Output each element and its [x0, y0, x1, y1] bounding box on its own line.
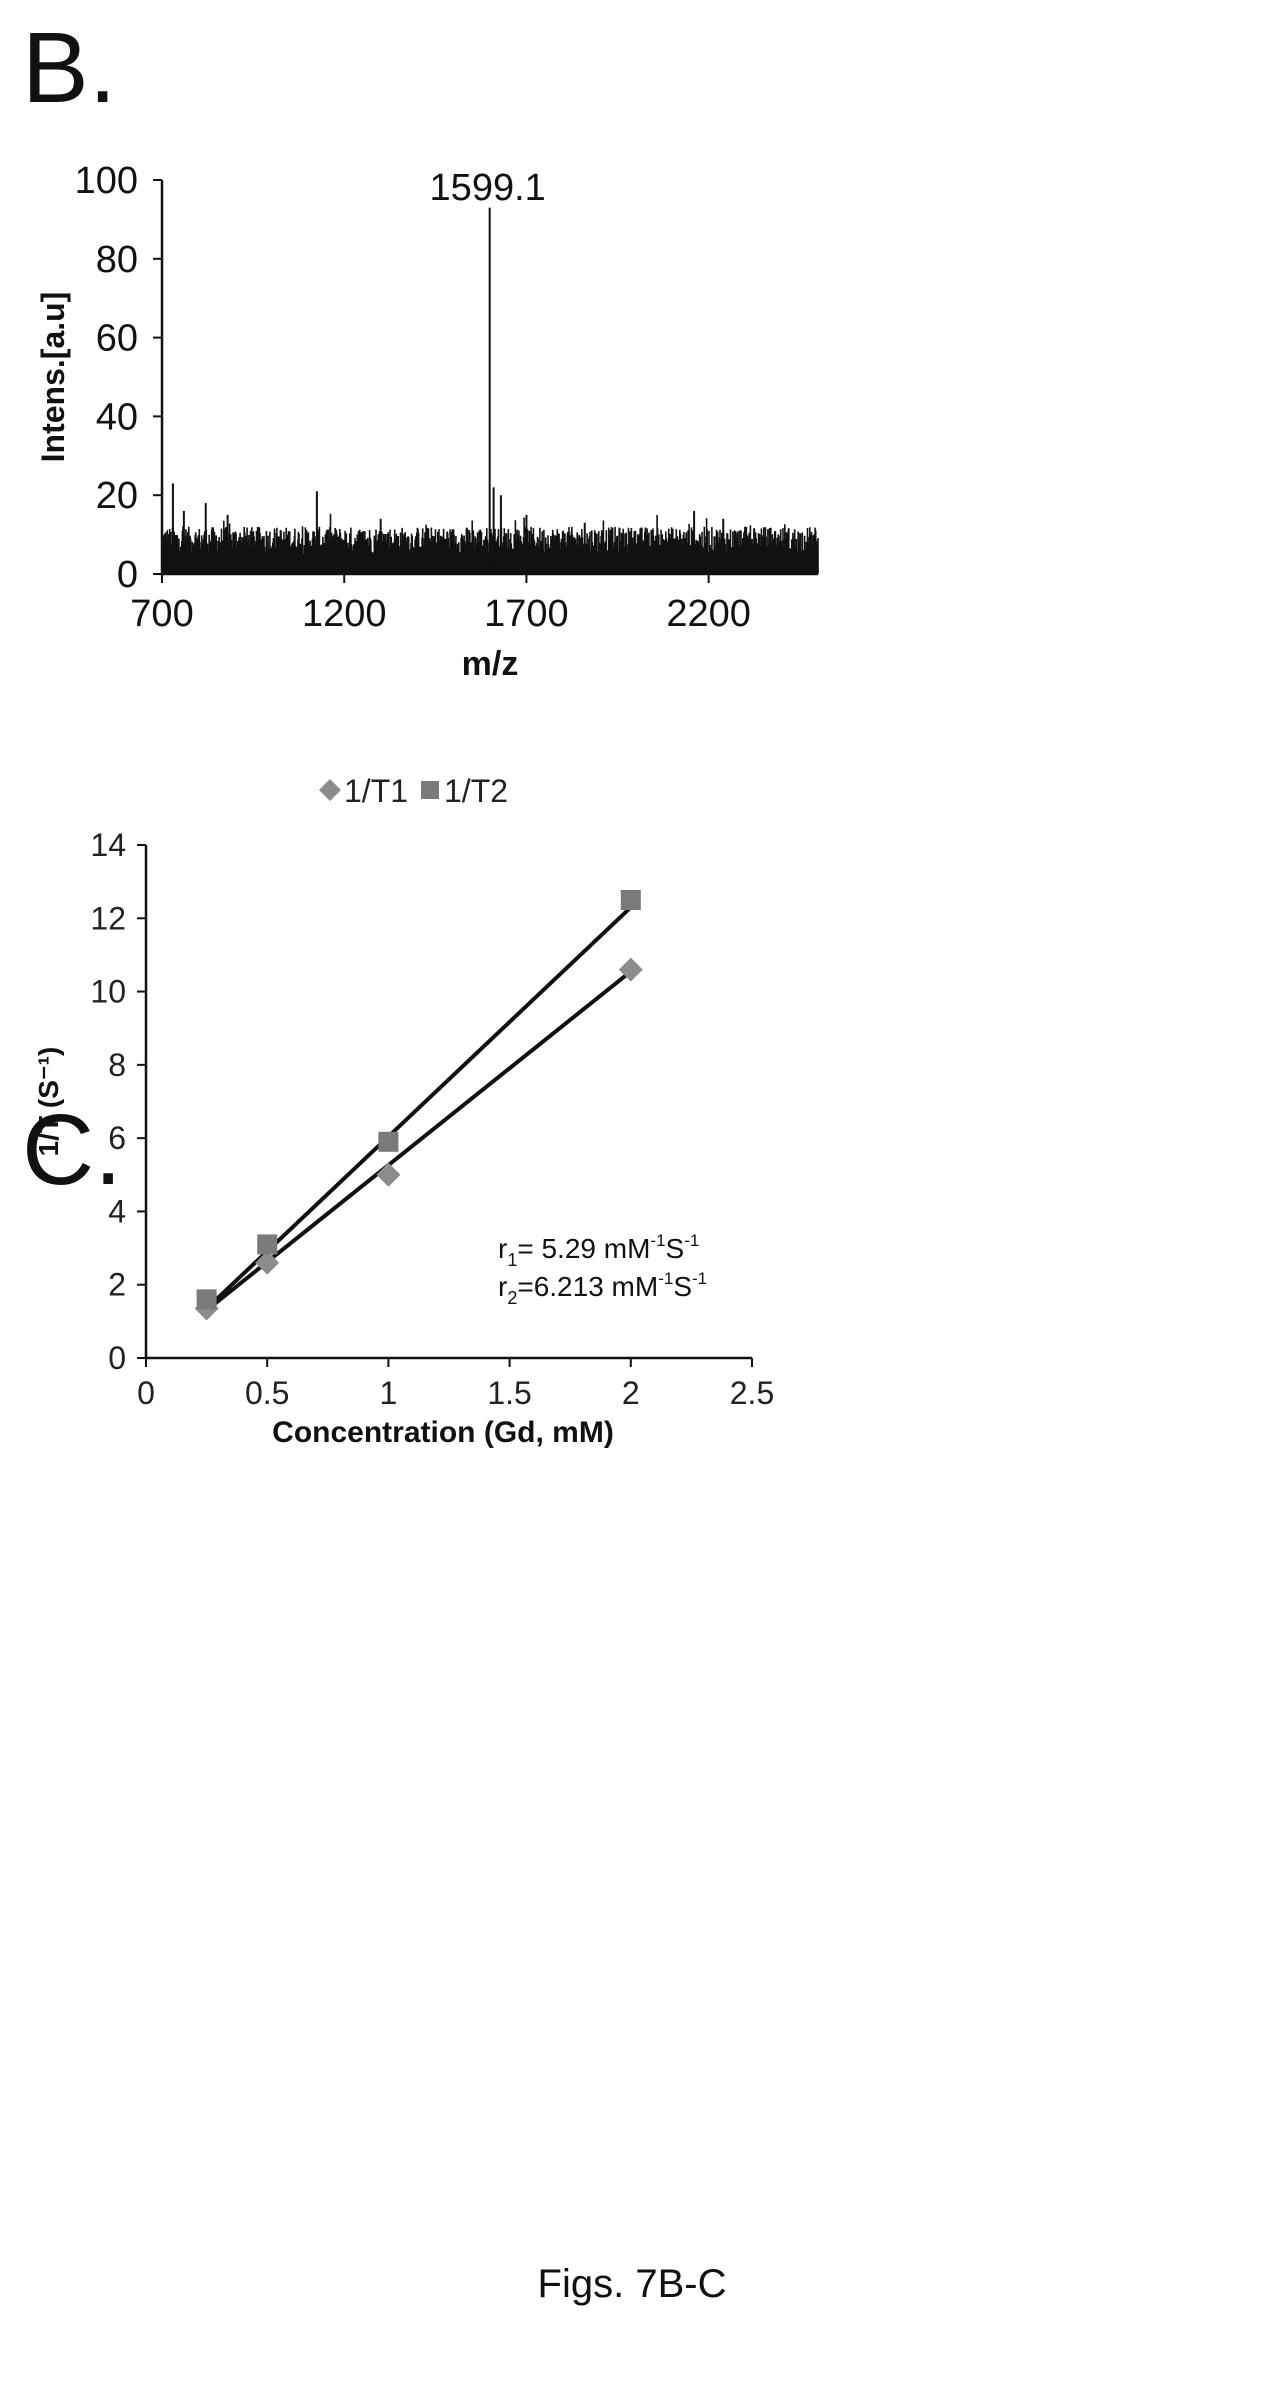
y-tick-label: 60 [96, 318, 138, 360]
relaxivity-annotation: r1= 5.29 mM-1S-1 [498, 1231, 699, 1270]
data-point-t2 [257, 1234, 278, 1255]
data-point-t2 [378, 1131, 399, 1152]
x-tick-label: 1 [380, 1375, 398, 1411]
mass-spectrum-chart: 0 20 40 60 80 100 700 1200 1700 2200 1599.1 m/z I… [35, 160, 819, 683]
x-tick-label: 1.5 [487, 1375, 531, 1411]
data-point-t1 [376, 1162, 401, 1187]
y-tick-label: 80 [96, 239, 138, 281]
x-tick-label: 1700 [484, 593, 569, 635]
y-tick-label: 2 [108, 1267, 126, 1303]
peak-label: 1599.1 [430, 167, 546, 209]
data-point-t1 [255, 1250, 280, 1275]
x-axis-title: Concentration (Gd, mM) [272, 1416, 614, 1449]
panel-label-b: B. [22, 12, 117, 124]
spectrum-ticks: 0 20 40 60 80 100 700 1200 1700 2200 [75, 160, 751, 635]
data-point-t2 [196, 1289, 217, 1310]
figure-caption: Figs. 7B-C [537, 2262, 727, 2306]
x-tick-label: 2200 [666, 593, 751, 635]
y-axis-title: Intens.[a.u] [35, 292, 71, 463]
y-tick-label: 0 [108, 1340, 126, 1376]
y-tick-label: 100 [75, 160, 138, 202]
x-tick-label: 0 [137, 1375, 155, 1411]
y-tick-label: 40 [96, 396, 138, 438]
relaxivity-annotations: r1= 5.29 mM-1S-1r2=6.213 mM-1S-1 [498, 1231, 707, 1308]
x-tick-label: 700 [130, 593, 193, 635]
x-tick-label: 2.5 [730, 1375, 774, 1411]
data-point-t1 [194, 1296, 219, 1321]
y-tick-label: 20 [96, 475, 138, 517]
spectrum-peaks [161, 207, 747, 574]
x-tick-label: 0.5 [245, 1375, 289, 1411]
y-tick-label: 0 [117, 554, 138, 596]
x-tick-label: 2 [622, 1375, 640, 1411]
x-tick-label: 1200 [302, 593, 387, 635]
relaxivity-annotation: r2=6.213 mM-1S-1 [498, 1269, 707, 1308]
panel-label-c: C. [22, 1094, 122, 1206]
x-axis-title: m/z [462, 645, 519, 683]
